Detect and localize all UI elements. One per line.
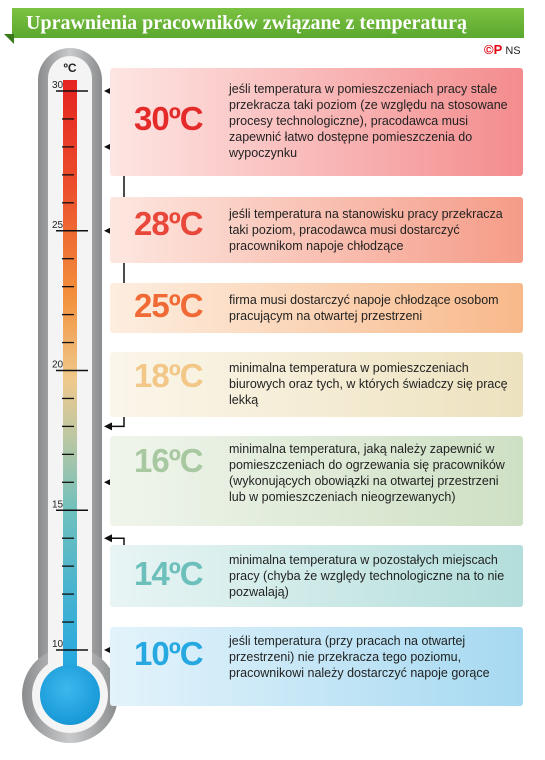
title-bar [12, 8, 524, 38]
publisher-logo: ©P NS [484, 42, 521, 57]
threshold-card: 10ºC jeśli temperatura (przy pracach na o… [110, 627, 523, 706]
thermometer-unit-label: ºC [63, 61, 76, 75]
title-ribbon-fold [4, 34, 14, 44]
threshold-temperature: 16ºC [134, 442, 204, 479]
scale-tick-label: 30 [52, 80, 64, 91]
scale-tick-label: 15 [52, 499, 64, 510]
scale-tick-label: 25 [52, 220, 64, 231]
threshold-temperature: 18ºC [134, 357, 204, 394]
threshold-card: 18ºC minimalna temperatura w pomieszczeni… [110, 352, 523, 417]
threshold-temperature: 28ºC [134, 205, 204, 242]
threshold-temperature: 25ºC [134, 287, 204, 324]
threshold-description: minimalna temperatura, jaką należy zapew… [229, 442, 505, 504]
scale-tick-label: 20 [52, 360, 64, 371]
threshold-description: jeśli temperatura w pomieszczeniach prac… [229, 82, 508, 160]
threshold-card: 25ºC firma musi dostarczyć napoje chłodzą… [110, 283, 523, 333]
threshold-card: 14ºC minimalna temperatura w pozostałych … [110, 545, 523, 607]
threshold-card: 16ºC minimalna temperatura, jaką należy z… [110, 436, 523, 526]
threshold-description: minimalna temperatura w pomieszczeniach … [229, 361, 508, 407]
threshold-temperature: 30ºC [134, 100, 204, 137]
threshold-description: minimalna temperatura w pozostałych miej… [229, 553, 505, 599]
thermometer-bulb-fill [40, 665, 100, 725]
page-title: Uprawnienia pracowników związane z tempe… [26, 12, 468, 34]
threshold-description: jeśli temperatura (przy pracach na otwar… [229, 634, 490, 680]
threshold-card: 30ºC jeśli temperatura w pomieszczeniach … [110, 68, 523, 176]
threshold-temperature: 10ºC [134, 635, 204, 672]
threshold-temperature: 14ºC [134, 555, 204, 592]
threshold-description: firma musi dostarczyć napoje chłodzące o… [229, 293, 499, 323]
scale-tick-label: 10 [52, 639, 64, 650]
threshold-description: jeśli temperatura na stanowisku pracy pr… [229, 207, 503, 253]
thermometer-scale: 30 25 20 15 10 [52, 80, 88, 651]
logo-text: NS [505, 45, 521, 57]
logo-mark: ©P [484, 42, 503, 57]
threshold-card: 28ºC jeśli temperatura na stanowisku prac… [110, 197, 523, 263]
